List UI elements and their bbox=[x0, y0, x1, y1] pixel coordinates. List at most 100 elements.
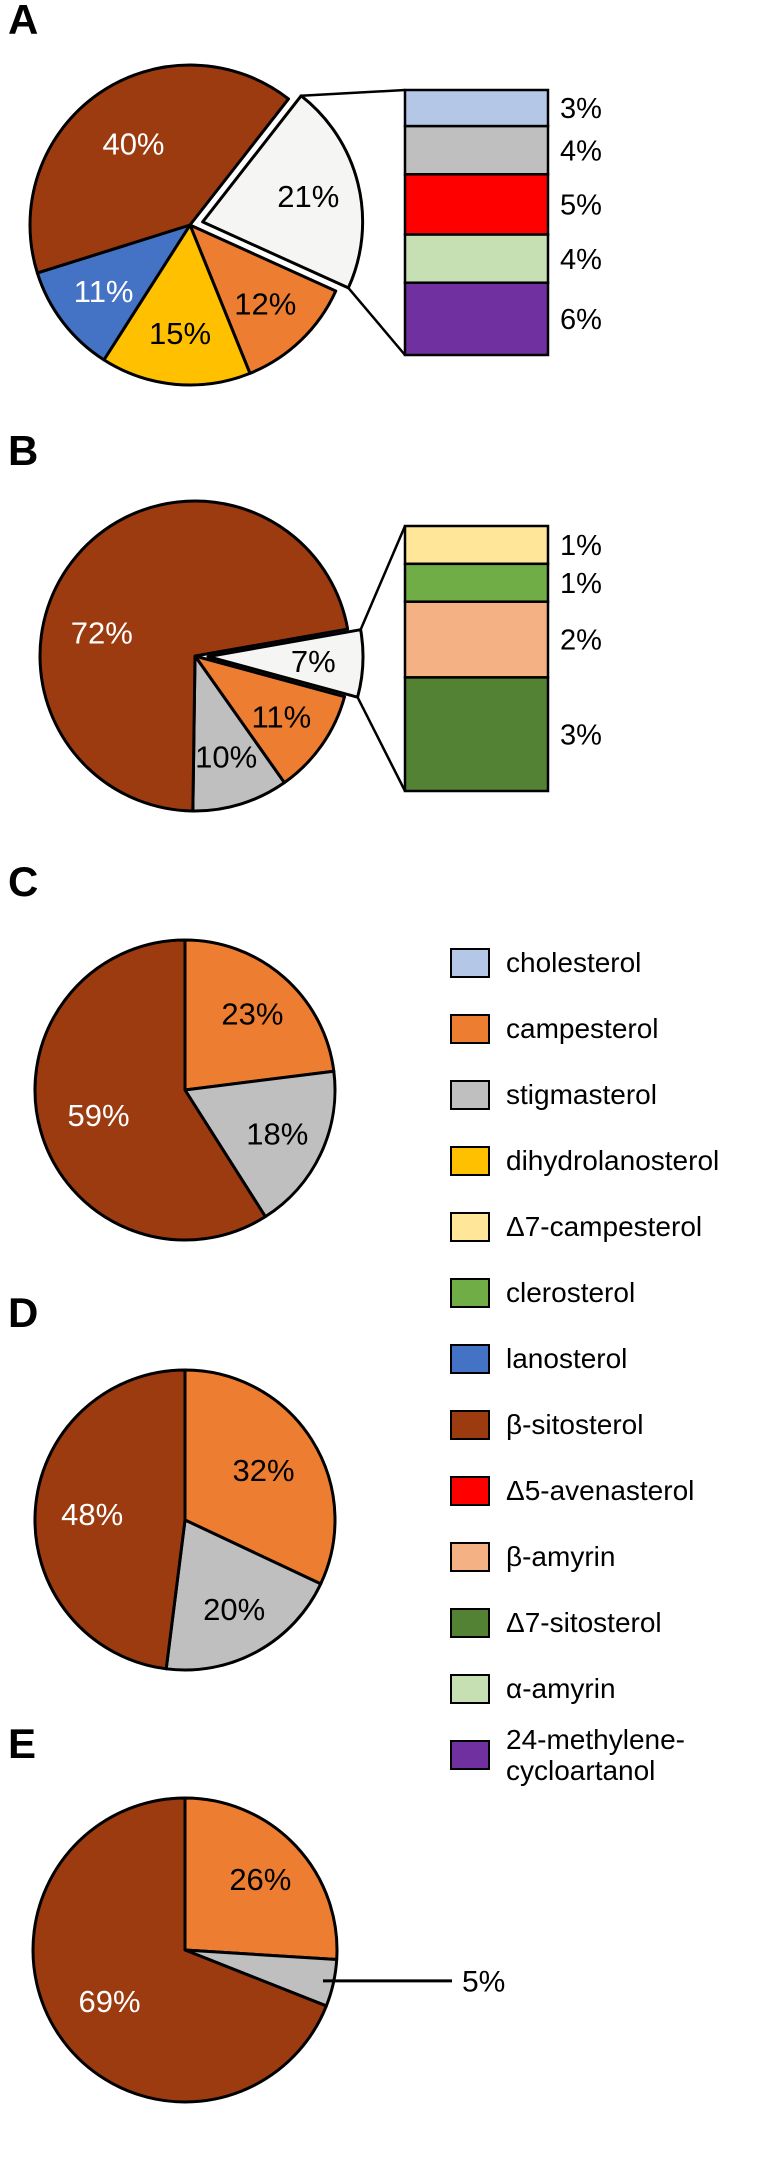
bar-segment-stigmasterol bbox=[403, 124, 550, 176]
bar-segment-label-cholesterol: 3% bbox=[560, 93, 602, 125]
slice-label-stigmasterol: 10% bbox=[195, 740, 257, 775]
pie-chart-panel-d: 32% 20% 48% bbox=[33, 1368, 337, 1672]
bar-segment-label-5-avenasterol: 5% bbox=[560, 190, 602, 222]
legend-label: Δ7-campesterol bbox=[506, 1211, 703, 1243]
legend-label: campesterol bbox=[506, 1013, 659, 1045]
legend-color-swatch bbox=[450, 1212, 490, 1242]
bar-segment-7-sitosterol bbox=[403, 676, 550, 793]
bar-segment-24-methylene-cycloartanol bbox=[403, 281, 550, 357]
breakout-connector-bottom bbox=[356, 696, 407, 792]
bar-segment-label-7-campesterol: 1% bbox=[560, 530, 602, 562]
panel-b-label: B bbox=[8, 427, 39, 474]
breakout-connector-bottom bbox=[347, 287, 406, 356]
pie-chart-panel-c: 23% 18% 59% bbox=[33, 938, 337, 1242]
slice-label-campesterol: 26% bbox=[229, 1862, 291, 1897]
legend-item-2: stigmasterol bbox=[450, 1062, 762, 1128]
panel-e-label: E bbox=[8, 1720, 37, 1767]
slice-label-minor-sterols-breakout: 21% bbox=[277, 179, 339, 214]
bar-segment-5-avenasterol bbox=[403, 173, 550, 236]
legend-color-swatch bbox=[450, 1410, 490, 1440]
bar-segment-7-campesterol bbox=[403, 524, 550, 566]
pie-slice-sitosterol bbox=[38, 499, 350, 813]
legend-color-swatch bbox=[450, 1080, 490, 1110]
bar-segment-label-amyrin: 2% bbox=[560, 625, 602, 657]
pie-slice-stigmasterol bbox=[191, 654, 286, 813]
pie-slice-campesterol bbox=[193, 654, 347, 785]
legend-label: 24-methylene-cycloartanol bbox=[506, 1723, 685, 1786]
bar-segment-amyrin bbox=[403, 233, 550, 284]
legend-color-swatch bbox=[450, 1278, 490, 1308]
legend-color-swatch bbox=[450, 948, 490, 978]
legend-item-11: α-amyrin bbox=[450, 1656, 762, 1722]
pie-slice-dihydrolanosterol bbox=[102, 223, 252, 387]
pie-slice-minor-sterols-breakout bbox=[201, 94, 365, 290]
legend-color-swatch bbox=[450, 1674, 490, 1704]
legend-item-5: clerosterol bbox=[450, 1260, 762, 1326]
bar-segment-label-amyrin: 4% bbox=[560, 244, 602, 276]
pie-slice-sitosterol bbox=[33, 1368, 187, 1671]
panel-d: D 32% 20% 48% bbox=[0, 1289, 766, 1724]
legend-label: β-amyrin bbox=[506, 1541, 616, 1573]
pie-slice-campesterol bbox=[183, 1796, 339, 1962]
legend: cholesterol campesterol stigmasterol dihydr… bbox=[450, 930, 762, 1788]
slice-label-outside-stigmasterol: 5% bbox=[462, 1965, 505, 1998]
bar-segment-label-clerosterol: 1% bbox=[560, 568, 602, 600]
bar-segment-label-24-methylene-cycloartanol: 6% bbox=[560, 304, 602, 336]
legend-label: cholesterol bbox=[506, 947, 642, 979]
slice-label-dihydrolanosterol: 15% bbox=[149, 316, 211, 351]
legend-item-12: 24-methylene-cycloartanol bbox=[450, 1722, 762, 1788]
legend-item-9: β-amyrin bbox=[450, 1524, 762, 1590]
slice-label-sitosterol: 72% bbox=[71, 616, 133, 651]
slice-label-stigmasterol: 18% bbox=[246, 1116, 308, 1151]
slice-label-campesterol: 11% bbox=[251, 699, 311, 734]
slice-label-sitosterol: 48% bbox=[61, 1497, 123, 1532]
panel-c-label: C bbox=[8, 858, 39, 905]
legend-color-swatch bbox=[450, 1608, 490, 1638]
legend-label: lanosterol bbox=[506, 1343, 628, 1375]
pie-slice-stigmasterol bbox=[183, 1069, 337, 1219]
pie-chart-panel-b: 1% 1% 2% 3% 7% 11% 10% 72% bbox=[38, 499, 602, 813]
legend-item-6: lanosterol bbox=[450, 1326, 762, 1392]
pie-chart-panel-e: 26% 5% 69% bbox=[31, 1796, 505, 2104]
panel-e: E 26% 5% 69% bbox=[0, 1720, 766, 2159]
slice-label-campesterol: 32% bbox=[232, 1453, 294, 1488]
pie-slice-stigmasterol bbox=[164, 1518, 323, 1672]
bar-segment-clerosterol bbox=[403, 562, 550, 603]
legend-color-swatch bbox=[450, 1014, 490, 1044]
slice-label-lanosterol: 11% bbox=[74, 274, 134, 309]
bar-segment-label-7-sitosterol: 3% bbox=[560, 719, 602, 751]
breakout-connector-top bbox=[359, 525, 407, 631]
legend-color-swatch bbox=[450, 1740, 490, 1770]
legend-color-swatch bbox=[450, 1146, 490, 1176]
legend-item-1: campesterol bbox=[450, 996, 762, 1062]
legend-label: Δ7-sitosterol bbox=[506, 1607, 662, 1639]
slice-label-sitosterol: 59% bbox=[68, 1098, 130, 1133]
legend-label: dihydrolanosterol bbox=[506, 1145, 720, 1177]
slice-label-sitosterol: 40% bbox=[102, 126, 164, 161]
pie-slice-campesterol bbox=[188, 223, 338, 375]
legend-color-swatch bbox=[450, 1476, 490, 1506]
legend-label: Δ5-avenasterol bbox=[506, 1475, 695, 1507]
slice-label-campesterol: 23% bbox=[221, 996, 283, 1031]
legend-label: α-amyrin bbox=[506, 1673, 616, 1705]
panel-b: B 1% 1% 2% 3% 7% 11% 10% 72% bbox=[0, 427, 766, 862]
legend-item-0: cholesterol bbox=[450, 930, 762, 996]
legend-item-10: Δ7-sitosterol bbox=[450, 1590, 762, 1656]
breakout-connector-top bbox=[301, 88, 406, 98]
pie-chart-panel-a: 3% 4% 5% 4% 6% 21% 12% 15% 11% 40% bbox=[28, 63, 602, 387]
pie-slice-sitosterol bbox=[31, 1796, 328, 2104]
panel-a: A 3% 4% 5% 4% 6% 21% 12% 15% 11% 40% bbox=[0, 0, 766, 431]
panel-d-label: D bbox=[8, 1289, 39, 1336]
legend-item-3: dihydrolanosterol bbox=[450, 1128, 762, 1194]
legend-label: clerosterol bbox=[506, 1277, 636, 1309]
legend-item-7: β-sitosterol bbox=[450, 1392, 762, 1458]
pie-slice-minor-sterols-breakout bbox=[206, 628, 365, 699]
bar-segment-cholesterol bbox=[403, 88, 550, 128]
panel-a-label: A bbox=[8, 0, 39, 43]
panel-c: C 23% 18% 59% bbox=[0, 858, 766, 1293]
legend-label: β-sitosterol bbox=[506, 1409, 644, 1441]
pie-slice-campesterol bbox=[183, 1368, 337, 1586]
legend-color-swatch bbox=[450, 1344, 490, 1374]
slice-label-campesterol: 12% bbox=[234, 286, 296, 321]
